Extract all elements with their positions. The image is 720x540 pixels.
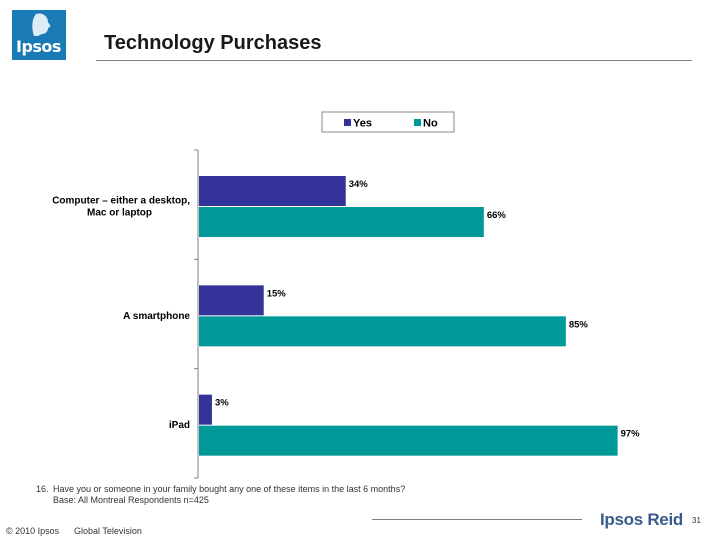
copyright-text: © 2010 Ipsos <box>6 526 60 536</box>
bar-chart: Yes No 34% 66% Computer – either a desktop, M… <box>52 111 641 479</box>
data-label-yes-2: 3% <box>215 398 229 409</box>
category-label-2: iPad <box>169 420 190 431</box>
title-divider <box>96 60 692 61</box>
category-label-line: Mac or laptop <box>87 208 152 219</box>
category-label-1: A smartphone <box>123 311 190 322</box>
bar-yes-1 <box>199 285 264 316</box>
ipsos-logo-head-icon <box>32 13 51 37</box>
client-name: Global Television <box>74 526 142 536</box>
brand-logo: Ipsos Reid <box>600 510 683 529</box>
page-number: 31 <box>692 516 701 525</box>
bar-no-1 <box>199 316 566 347</box>
question-number: 16. <box>36 484 49 494</box>
category-label-line: Computer – either a desktop, <box>52 196 190 207</box>
question-text: Have you or someone in your family bough… <box>53 484 406 494</box>
base-text: Base: All Montreal Respondents n=425 <box>53 495 209 505</box>
legend-label-no: No <box>423 118 438 130</box>
data-label-yes-0: 34% <box>349 179 369 190</box>
bar-no-0 <box>199 207 484 237</box>
footer-divider <box>372 519 582 520</box>
category-label-0: Computer – either a desktop, Mac or lapto… <box>52 196 190 219</box>
logo-text: Ipsos <box>16 37 61 56</box>
page-title: Technology Purchases <box>104 32 322 54</box>
category-label-line: A smartphone <box>123 311 190 322</box>
ipsos-logo: Ipsos <box>12 10 66 60</box>
data-label-no-0: 66% <box>487 210 507 221</box>
data-label-no-1: 85% <box>569 319 589 330</box>
legend-swatch-yes <box>344 119 351 126</box>
legend-label-yes: Yes <box>353 118 372 130</box>
bar-yes-0 <box>199 176 346 206</box>
data-label-no-2: 97% <box>621 429 641 440</box>
category-label-line: iPad <box>169 420 190 431</box>
bar-no-2 <box>199 425 618 456</box>
legend-box <box>321 111 455 133</box>
data-label-yes-1: 15% <box>267 288 287 299</box>
legend-swatch-no <box>414 119 421 126</box>
bar-yes-2 <box>199 394 212 425</box>
